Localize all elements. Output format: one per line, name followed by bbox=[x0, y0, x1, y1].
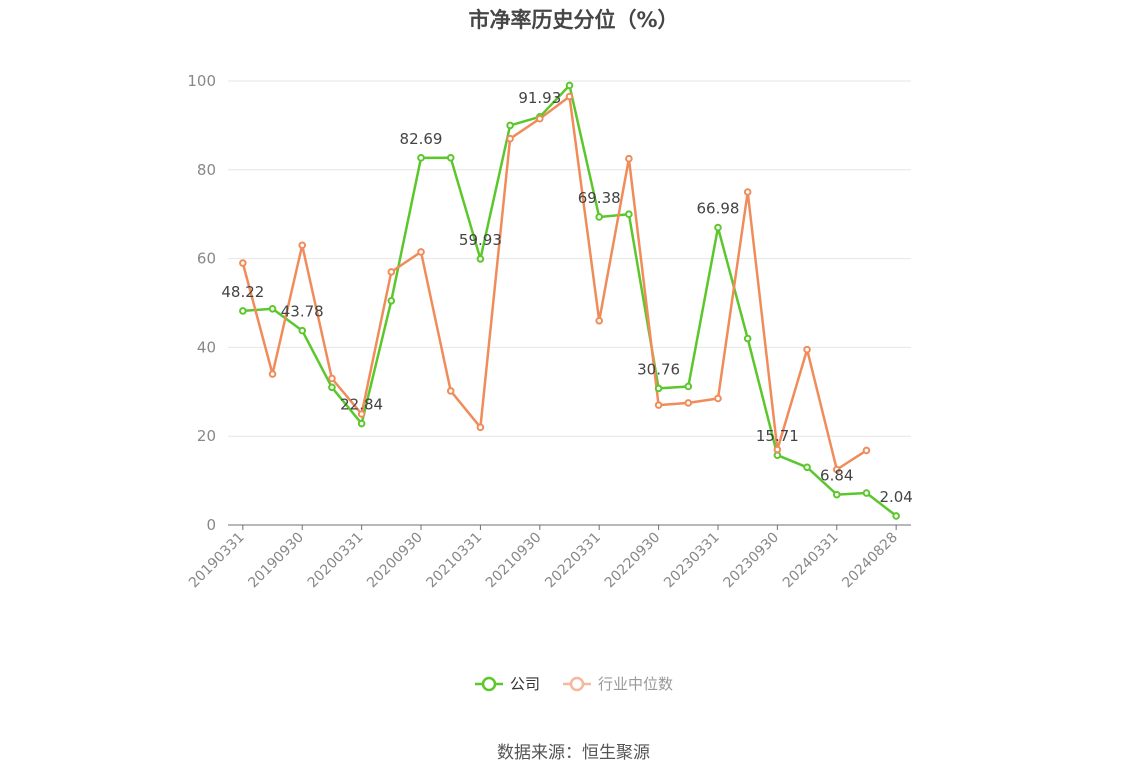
y-tick-label-80: 80 bbox=[197, 161, 216, 179]
x-tick-label-20200331: 20200331 bbox=[305, 530, 367, 592]
series-0-point-4[interactable] bbox=[357, 419, 366, 428]
legend: 公司 行业中位数 bbox=[0, 673, 1147, 694]
x-tick-label-20220331: 20220331 bbox=[542, 530, 604, 592]
series-1-point-9[interactable] bbox=[506, 134, 514, 143]
data-label-20: 6.84 bbox=[820, 467, 853, 485]
series-1-line bbox=[241, 95, 868, 471]
series-0-point-21[interactable] bbox=[862, 489, 871, 497]
series-0-point-8[interactable] bbox=[476, 255, 485, 263]
grid-lines bbox=[228, 80, 911, 437]
data-source-note: 数据来源：恒生聚源 bbox=[497, 743, 650, 763]
series-1-point-21[interactable] bbox=[862, 446, 871, 455]
x-tick-label-20200930: 20200930 bbox=[364, 530, 426, 592]
series-0-point-13[interactable] bbox=[625, 210, 633, 218]
legend-company-marker-icon bbox=[474, 676, 503, 691]
series-0-point-9[interactable] bbox=[506, 121, 514, 130]
x-tick-label-20220930: 20220930 bbox=[602, 530, 664, 592]
legend-industry-marker-icon bbox=[563, 676, 591, 691]
y-tick-label-40: 40 bbox=[197, 338, 216, 356]
series-1-point-11[interactable] bbox=[565, 92, 574, 101]
series-1-point-14[interactable] bbox=[654, 401, 663, 409]
x-tick-label-20230331: 20230331 bbox=[661, 530, 723, 592]
data-label-0: 48.22 bbox=[221, 283, 264, 301]
series-1-point-10[interactable] bbox=[536, 114, 544, 123]
x-tick-label-20210331: 20210331 bbox=[424, 530, 486, 592]
legend-company-label: 公司 bbox=[509, 675, 540, 693]
series-0-point-6[interactable] bbox=[417, 154, 425, 162]
series-lines bbox=[241, 84, 897, 517]
series-1-point-7[interactable] bbox=[446, 387, 455, 395]
series-1-point-15[interactable] bbox=[684, 399, 693, 407]
series-1-point-6[interactable] bbox=[417, 248, 425, 256]
series-1-point-4[interactable] bbox=[357, 410, 366, 418]
series-1-point-17[interactable] bbox=[743, 188, 752, 196]
series-0-point-12[interactable] bbox=[595, 213, 603, 221]
series-0-line bbox=[242, 84, 897, 517]
series-1-point-12[interactable] bbox=[595, 316, 603, 325]
axes: 0 20 40 60 80 100 2019033120190930202003312020… bbox=[186, 72, 911, 591]
series-0-point-19[interactable] bbox=[803, 463, 811, 472]
x-tick-label-20240331: 20240331 bbox=[780, 530, 842, 592]
x-tick-label-20190930: 20190930 bbox=[245, 530, 307, 592]
series-0-point-14[interactable] bbox=[654, 384, 663, 393]
line-chart: 0 20 40 60 80 100 2019033120190930202003312020… bbox=[186, 72, 913, 591]
series-1-point-16[interactable] bbox=[714, 394, 722, 403]
series-1-point-8[interactable] bbox=[476, 423, 485, 432]
series-0-point-1[interactable] bbox=[268, 304, 277, 313]
series-1-point-3[interactable] bbox=[328, 374, 336, 383]
series-points[interactable] bbox=[239, 81, 900, 520]
series-0-point-17[interactable] bbox=[743, 334, 752, 343]
series-1-point-19[interactable] bbox=[803, 345, 811, 354]
series-1-point-13[interactable] bbox=[625, 154, 633, 163]
legend-item-company[interactable]: 公司 bbox=[474, 673, 540, 694]
series-0-point-3[interactable] bbox=[328, 383, 336, 392]
data-label-22: 2.04 bbox=[879, 488, 912, 506]
series-0-point-16[interactable] bbox=[714, 223, 722, 232]
y-tick-label-60: 60 bbox=[197, 250, 216, 268]
y-tick-label-0: 0 bbox=[206, 516, 216, 534]
chart-title: 市净率历史分位（%） bbox=[468, 8, 679, 32]
series-1-point-5[interactable] bbox=[387, 268, 396, 276]
data-label-4: 22.84 bbox=[340, 396, 383, 414]
series-0-point-15[interactable] bbox=[684, 382, 693, 391]
data-label-2: 43.78 bbox=[281, 303, 324, 321]
series-0-point-11[interactable] bbox=[565, 81, 574, 90]
data-label-6: 82.69 bbox=[400, 130, 443, 148]
x-tick-label-20190331: 20190331 bbox=[186, 530, 248, 592]
data-label-16: 66.98 bbox=[697, 200, 740, 218]
data-label-18: 15.71 bbox=[756, 427, 799, 445]
series-0-point-5[interactable] bbox=[387, 296, 396, 305]
x-tick-label-20230930: 20230930 bbox=[720, 530, 782, 592]
legend-industry-label: 行业中位数 bbox=[598, 675, 674, 693]
data-label-14: 30.76 bbox=[637, 360, 680, 378]
legend-industry-circle bbox=[569, 676, 585, 691]
series-0-point-2[interactable] bbox=[298, 326, 307, 335]
series-0-point-20[interactable] bbox=[832, 490, 841, 499]
series-1-point-18[interactable] bbox=[773, 445, 782, 454]
y-tick-label-20: 20 bbox=[197, 427, 216, 445]
series-1-point-2[interactable] bbox=[298, 241, 307, 250]
series-1-point-20[interactable] bbox=[832, 465, 841, 474]
legend-company-circle bbox=[481, 676, 497, 691]
series-0-point-22[interactable] bbox=[892, 512, 900, 520]
y-tick-label-100: 100 bbox=[187, 72, 216, 90]
series-0-point-0[interactable] bbox=[239, 307, 247, 315]
x-tick-label-20210930: 20210930 bbox=[483, 530, 545, 592]
series-0-point-7[interactable] bbox=[446, 154, 455, 162]
legend-item-industry[interactable]: 行业中位数 bbox=[562, 673, 673, 694]
data-labels: 48.22 43.78 22.84 82.69 59.93 91.93 69.38 30.76… bbox=[221, 89, 912, 506]
data-label-12: 69.38 bbox=[578, 189, 621, 207]
x-tick-label-20240828: 20240828 bbox=[839, 530, 901, 592]
series-1-point-0[interactable] bbox=[239, 259, 247, 267]
data-label-8: 59.93 bbox=[459, 231, 502, 249]
series-1-point-1[interactable] bbox=[268, 370, 277, 378]
data-label-10: 91.93 bbox=[518, 89, 561, 107]
